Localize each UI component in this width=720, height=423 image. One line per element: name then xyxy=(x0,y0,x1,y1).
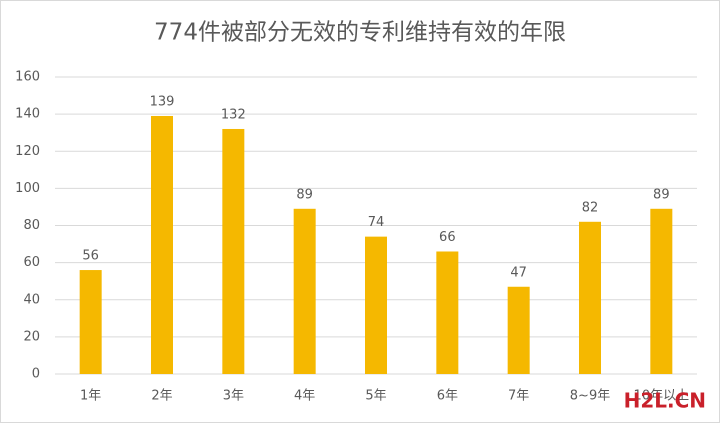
data-label: 47 xyxy=(510,265,527,280)
x-tick-label: 6年 xyxy=(437,389,458,404)
y-tick-label: 160 xyxy=(15,70,40,85)
x-tick-label: 4年 xyxy=(294,389,315,404)
bar xyxy=(436,251,459,374)
data-label: 89 xyxy=(653,187,670,202)
bar xyxy=(650,208,673,374)
x-tick-label: 8~9年 xyxy=(570,389,610,404)
bar xyxy=(507,286,530,374)
bar xyxy=(579,221,601,374)
y-tick-label: 80 xyxy=(23,218,40,233)
data-label: 66 xyxy=(439,230,456,245)
data-label: 89 xyxy=(296,187,313,202)
y-tick-label: 120 xyxy=(15,144,40,159)
data-label: 74 xyxy=(368,215,385,230)
x-tick-label: 2年 xyxy=(151,389,172,404)
chart-title: 774件被部分无效的专利维持有效的年限 xyxy=(154,20,566,46)
y-tick-label: 20 xyxy=(23,329,40,344)
y-tick-label: 140 xyxy=(15,107,40,122)
x-tick-label: 1年 xyxy=(80,389,101,404)
bar xyxy=(365,236,387,374)
bar xyxy=(222,128,245,374)
y-tick-label: 0 xyxy=(32,367,40,382)
data-label: 139 xyxy=(150,94,175,109)
y-tick-label: 60 xyxy=(23,255,40,270)
watermark: H2L.CN xyxy=(624,389,706,413)
data-label: 132 xyxy=(221,107,246,122)
data-label: 56 xyxy=(82,249,99,264)
bar xyxy=(293,208,316,374)
x-tick-label: 3年 xyxy=(223,389,244,404)
bar xyxy=(79,270,102,374)
x-tick-label: 10年以上 xyxy=(634,389,690,404)
y-tick-label: 40 xyxy=(23,292,40,307)
x-tick-label: 5年 xyxy=(365,389,386,404)
y-tick-label: 100 xyxy=(15,181,40,196)
bar xyxy=(151,115,173,374)
x-tick-label: 7年 xyxy=(508,389,529,404)
data-label: 82 xyxy=(582,200,599,215)
